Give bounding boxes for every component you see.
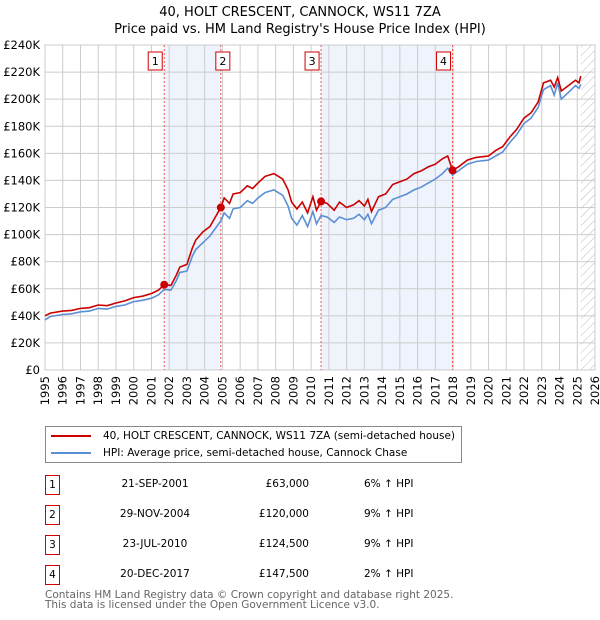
x-tick-label: 2001 (144, 376, 158, 405)
blue-line-swatch (51, 452, 91, 454)
transaction-row: 3 23-JUL-2010 £124,500 9% ↑ HPI (45, 535, 445, 555)
x-tick-label: 2022 (517, 376, 531, 405)
marker-badge (304, 51, 320, 71)
x-tick-label: 2016 (411, 376, 425, 405)
transaction-date: 23-JUL-2010 (122, 538, 188, 550)
transaction-price: £120,000 (258, 508, 309, 520)
x-tick-label: 1999 (109, 376, 123, 405)
x-tick-label: 1997 (73, 376, 87, 405)
legend-item-hpi: HPI: Average price, semi-detached house,… (46, 445, 461, 461)
x-tick-label: 2006 (233, 376, 247, 405)
x-tick-label: 2023 (535, 376, 549, 405)
transaction-price: £63,000 (265, 478, 309, 490)
x-tick-label: 2010 (304, 376, 318, 405)
title-line-2: Price paid vs. HM Land Registry's House … (114, 22, 486, 37)
marker-badge (436, 51, 452, 71)
y-tick-label: £220K (3, 65, 40, 79)
y-tick-label: £200K (3, 92, 40, 106)
sale-point (160, 280, 169, 289)
transaction-number-badge: 4 (45, 565, 60, 585)
y-tick-label: £140K (3, 173, 40, 187)
y-tick-label: £100K (3, 228, 40, 242)
x-tick-label: 2009 (286, 376, 300, 405)
marker-badge (147, 51, 163, 71)
x-tick-label: 2013 (357, 376, 371, 405)
transaction-price: £124,500 (258, 538, 309, 550)
marker-badge (215, 51, 231, 71)
y-tick-label: £80K (11, 255, 41, 269)
x-tick-label: 1998 (91, 376, 105, 405)
y-tick-label: £20K (11, 336, 41, 350)
x-tick-label: 2003 (180, 376, 194, 405)
transaction-hpi-change: 9% ↑ HPI (364, 538, 414, 550)
title-line-1: 40, HOLT CRESCENT, CANNOCK, WS11 7ZA (159, 5, 441, 20)
legend: 40, HOLT CRESCENT, CANNOCK, WS11 7ZA (se… (45, 426, 462, 463)
transaction-date: 29-NOV-2004 (119, 508, 191, 520)
y-tick-label: £60K (11, 282, 41, 296)
x-tick-label: 2000 (127, 376, 141, 405)
transaction-number-badge: 2 (45, 505, 60, 525)
transaction-date: 20-DEC-2017 (120, 568, 190, 580)
transaction-price: £147,500 (258, 568, 309, 580)
x-tick-label: 2018 (446, 376, 460, 405)
x-tick-label: 2007 (251, 376, 265, 405)
x-tick-label: 2015 (393, 376, 407, 405)
x-tick-label: 2002 (162, 376, 176, 405)
red-line-swatch (51, 435, 91, 437)
transaction-number-badge: 1 (45, 475, 60, 495)
x-tick-label: 2017 (428, 376, 442, 405)
x-tick-label: 2026 (588, 376, 600, 405)
x-tick-label: 2011 (322, 376, 336, 405)
legend-label: 40, HOLT CRESCENT, CANNOCK, WS11 7ZA (se… (103, 430, 455, 442)
marker-label: 4 (440, 55, 447, 68)
legend-item-property: 40, HOLT CRESCENT, CANNOCK, WS11 7ZA (se… (46, 428, 461, 444)
y-tick-label: £0 (25, 363, 40, 377)
x-tick-label: 2021 (499, 376, 513, 405)
x-tick-label: 2014 (375, 376, 389, 405)
x-tick-label: 2008 (269, 376, 283, 405)
sale-point (317, 197, 326, 206)
transaction-hpi-change: 6% ↑ HPI (364, 478, 414, 490)
x-tick-label: 2025 (570, 376, 584, 405)
x-tick-label: 1996 (56, 376, 70, 405)
y-tick-label: £120K (3, 201, 40, 215)
x-tick-label: 1995 (38, 376, 52, 405)
property-price-line (44, 74, 582, 317)
marker-label: 2 (219, 55, 226, 68)
y-tick-label: £240K (3, 38, 40, 52)
transaction-date: 21-SEP-2001 (121, 478, 189, 490)
legend-label: HPI: Average price, semi-detached house,… (103, 447, 408, 459)
y-tick-label: £180K (3, 119, 40, 133)
sale-point (448, 166, 457, 175)
marker-label: 1 (152, 55, 159, 68)
y-tick-label: £40K (11, 309, 41, 323)
x-tick-label: 2005 (215, 376, 229, 405)
footer: Contains HM Land Registry data © Crown c… (45, 589, 454, 611)
x-tick-label: 2004 (198, 376, 212, 405)
transaction-row: 1 21-SEP-2001 £63,000 6% ↑ HPI (45, 475, 445, 495)
price-chart: £0 £20K £40K £60K £80K £100K £120K £140K £160K £1… (3, 38, 600, 405)
marker-label: 3 (309, 55, 316, 68)
transaction-number-badge: 3 (45, 535, 60, 555)
footer-line: This data is licensed under the Open Gov… (45, 599, 380, 611)
sale-point (216, 203, 225, 212)
chart-title: 40, HOLT CRESCENT, CANNOCK, WS11 7ZA Pri… (0, 4, 600, 38)
x-tick-label: 2012 (340, 376, 354, 405)
y-tick-label: £160K (3, 146, 40, 160)
x-tick-label: 2020 (482, 376, 496, 405)
transaction-hpi-change: 2% ↑ HPI (364, 568, 414, 580)
footer-line: Contains HM Land Registry data © Crown c… (45, 589, 454, 601)
transaction-row: 4 20-DEC-2017 £147,500 2% ↑ HPI (45, 565, 445, 585)
plot-frame (44, 44, 596, 371)
transaction-row: 2 29-NOV-2004 £120,000 9% ↑ HPI (45, 505, 445, 525)
x-tick-label: 2024 (553, 376, 567, 405)
x-tick-label: 2019 (464, 376, 478, 405)
transaction-hpi-change: 9% ↑ HPI (364, 508, 414, 520)
hpi-line (44, 82, 582, 321)
